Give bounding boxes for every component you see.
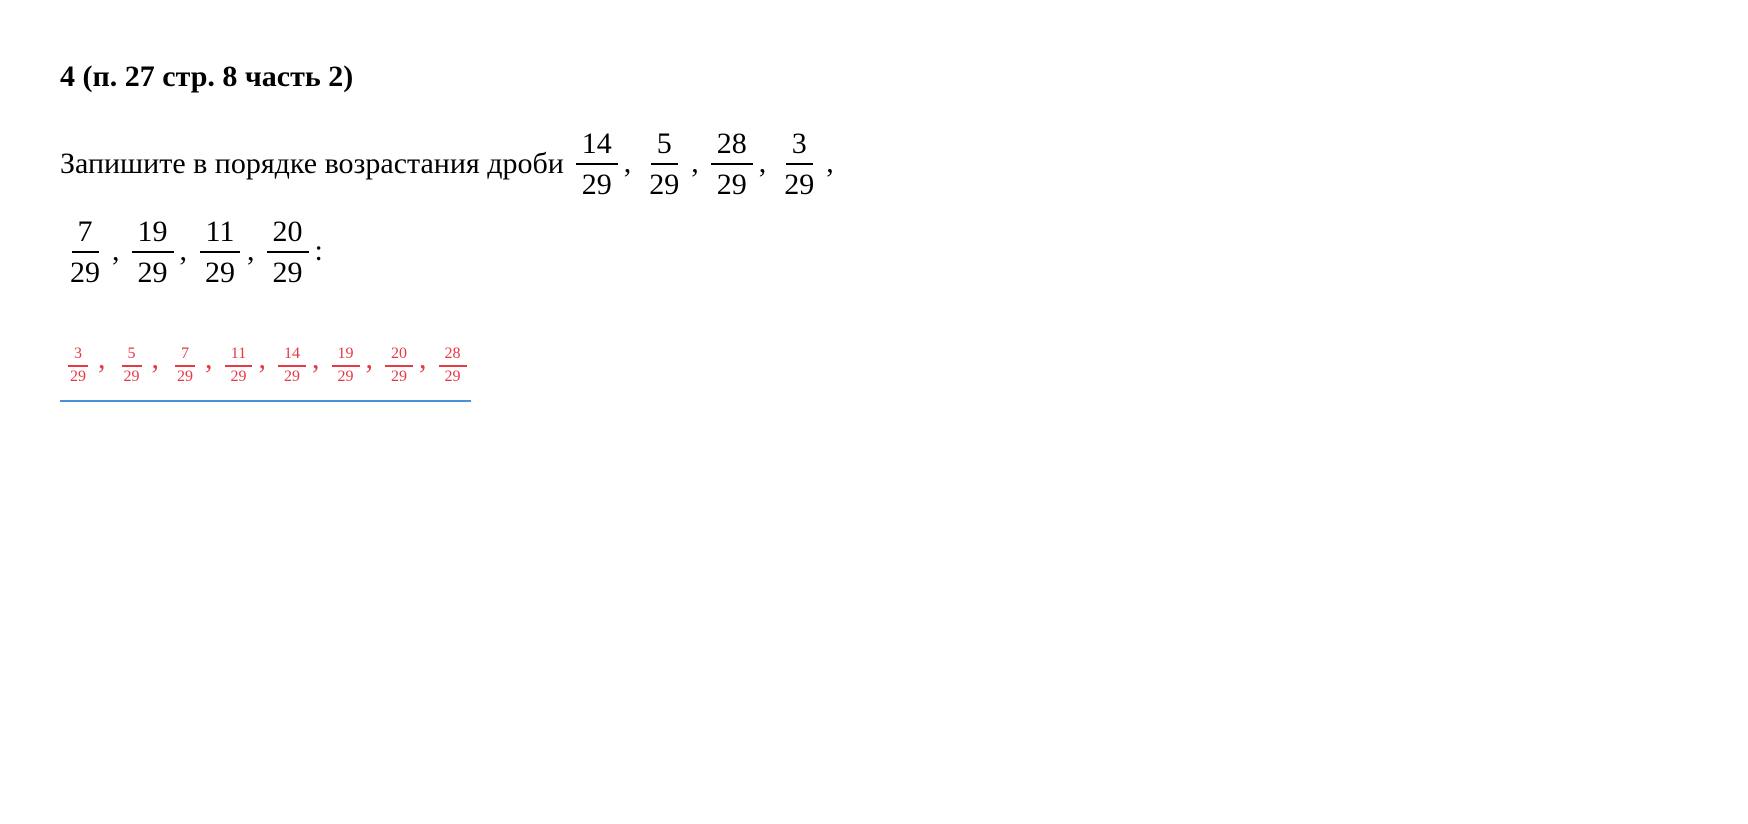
fraction-a6: 19 29: [332, 344, 360, 388]
separator: ,: [826, 136, 834, 190]
prompt-row-1: Запишите в порядке возрастания дроби 14 …: [60, 124, 1688, 204]
separator: ,: [98, 342, 106, 376]
fraction-a2: 5 29: [118, 344, 146, 388]
separator: ,: [366, 342, 374, 376]
terminator: :: [315, 224, 323, 278]
separator: ,: [205, 342, 213, 376]
separator: ,: [312, 342, 320, 376]
separator: ,: [152, 342, 160, 376]
fraction-q1: 14 29: [576, 124, 618, 204]
fraction-a8: 28 29: [439, 344, 467, 388]
problem-number: 4: [60, 60, 75, 93]
separator: ,: [759, 136, 767, 190]
fraction-q6: 19 29: [132, 212, 174, 292]
fraction-a4: 11 29: [225, 344, 253, 388]
separator: ,: [247, 224, 255, 278]
fraction-q7: 11 29: [199, 212, 241, 292]
fraction-a7: 20 29: [385, 344, 413, 388]
fraction-q4: 3 29: [778, 124, 820, 204]
fraction-q2: 5 29: [643, 124, 685, 204]
separator: ,: [259, 342, 267, 376]
fraction-q8: 20 29: [267, 212, 309, 292]
fraction-a3: 7 29: [171, 344, 199, 388]
separator: ,: [419, 342, 427, 376]
answer-row: 3 29 , 5 29 , 7 29 , 11 29 , 14 29 , 19 …: [60, 342, 471, 402]
separator: ,: [180, 224, 188, 278]
separator: ,: [112, 224, 120, 278]
prompt-text: Запишите в порядке возрастания дроби: [60, 137, 564, 191]
problem-header: 4 (п. 27 стр. 8 часть 2): [60, 60, 1688, 94]
fraction-q3: 28 29: [711, 124, 753, 204]
fraction-a1: 3 29: [64, 344, 92, 388]
separator: ,: [691, 136, 699, 190]
fraction-a5: 14 29: [278, 344, 306, 388]
prompt-row-2: 7 29 , 19 29 , 11 29 , 20 29 :: [60, 212, 1688, 292]
fraction-q5: 7 29: [64, 212, 106, 292]
problem-reference: (п. 27 стр. 8 часть 2): [83, 60, 354, 93]
separator: ,: [624, 136, 632, 190]
